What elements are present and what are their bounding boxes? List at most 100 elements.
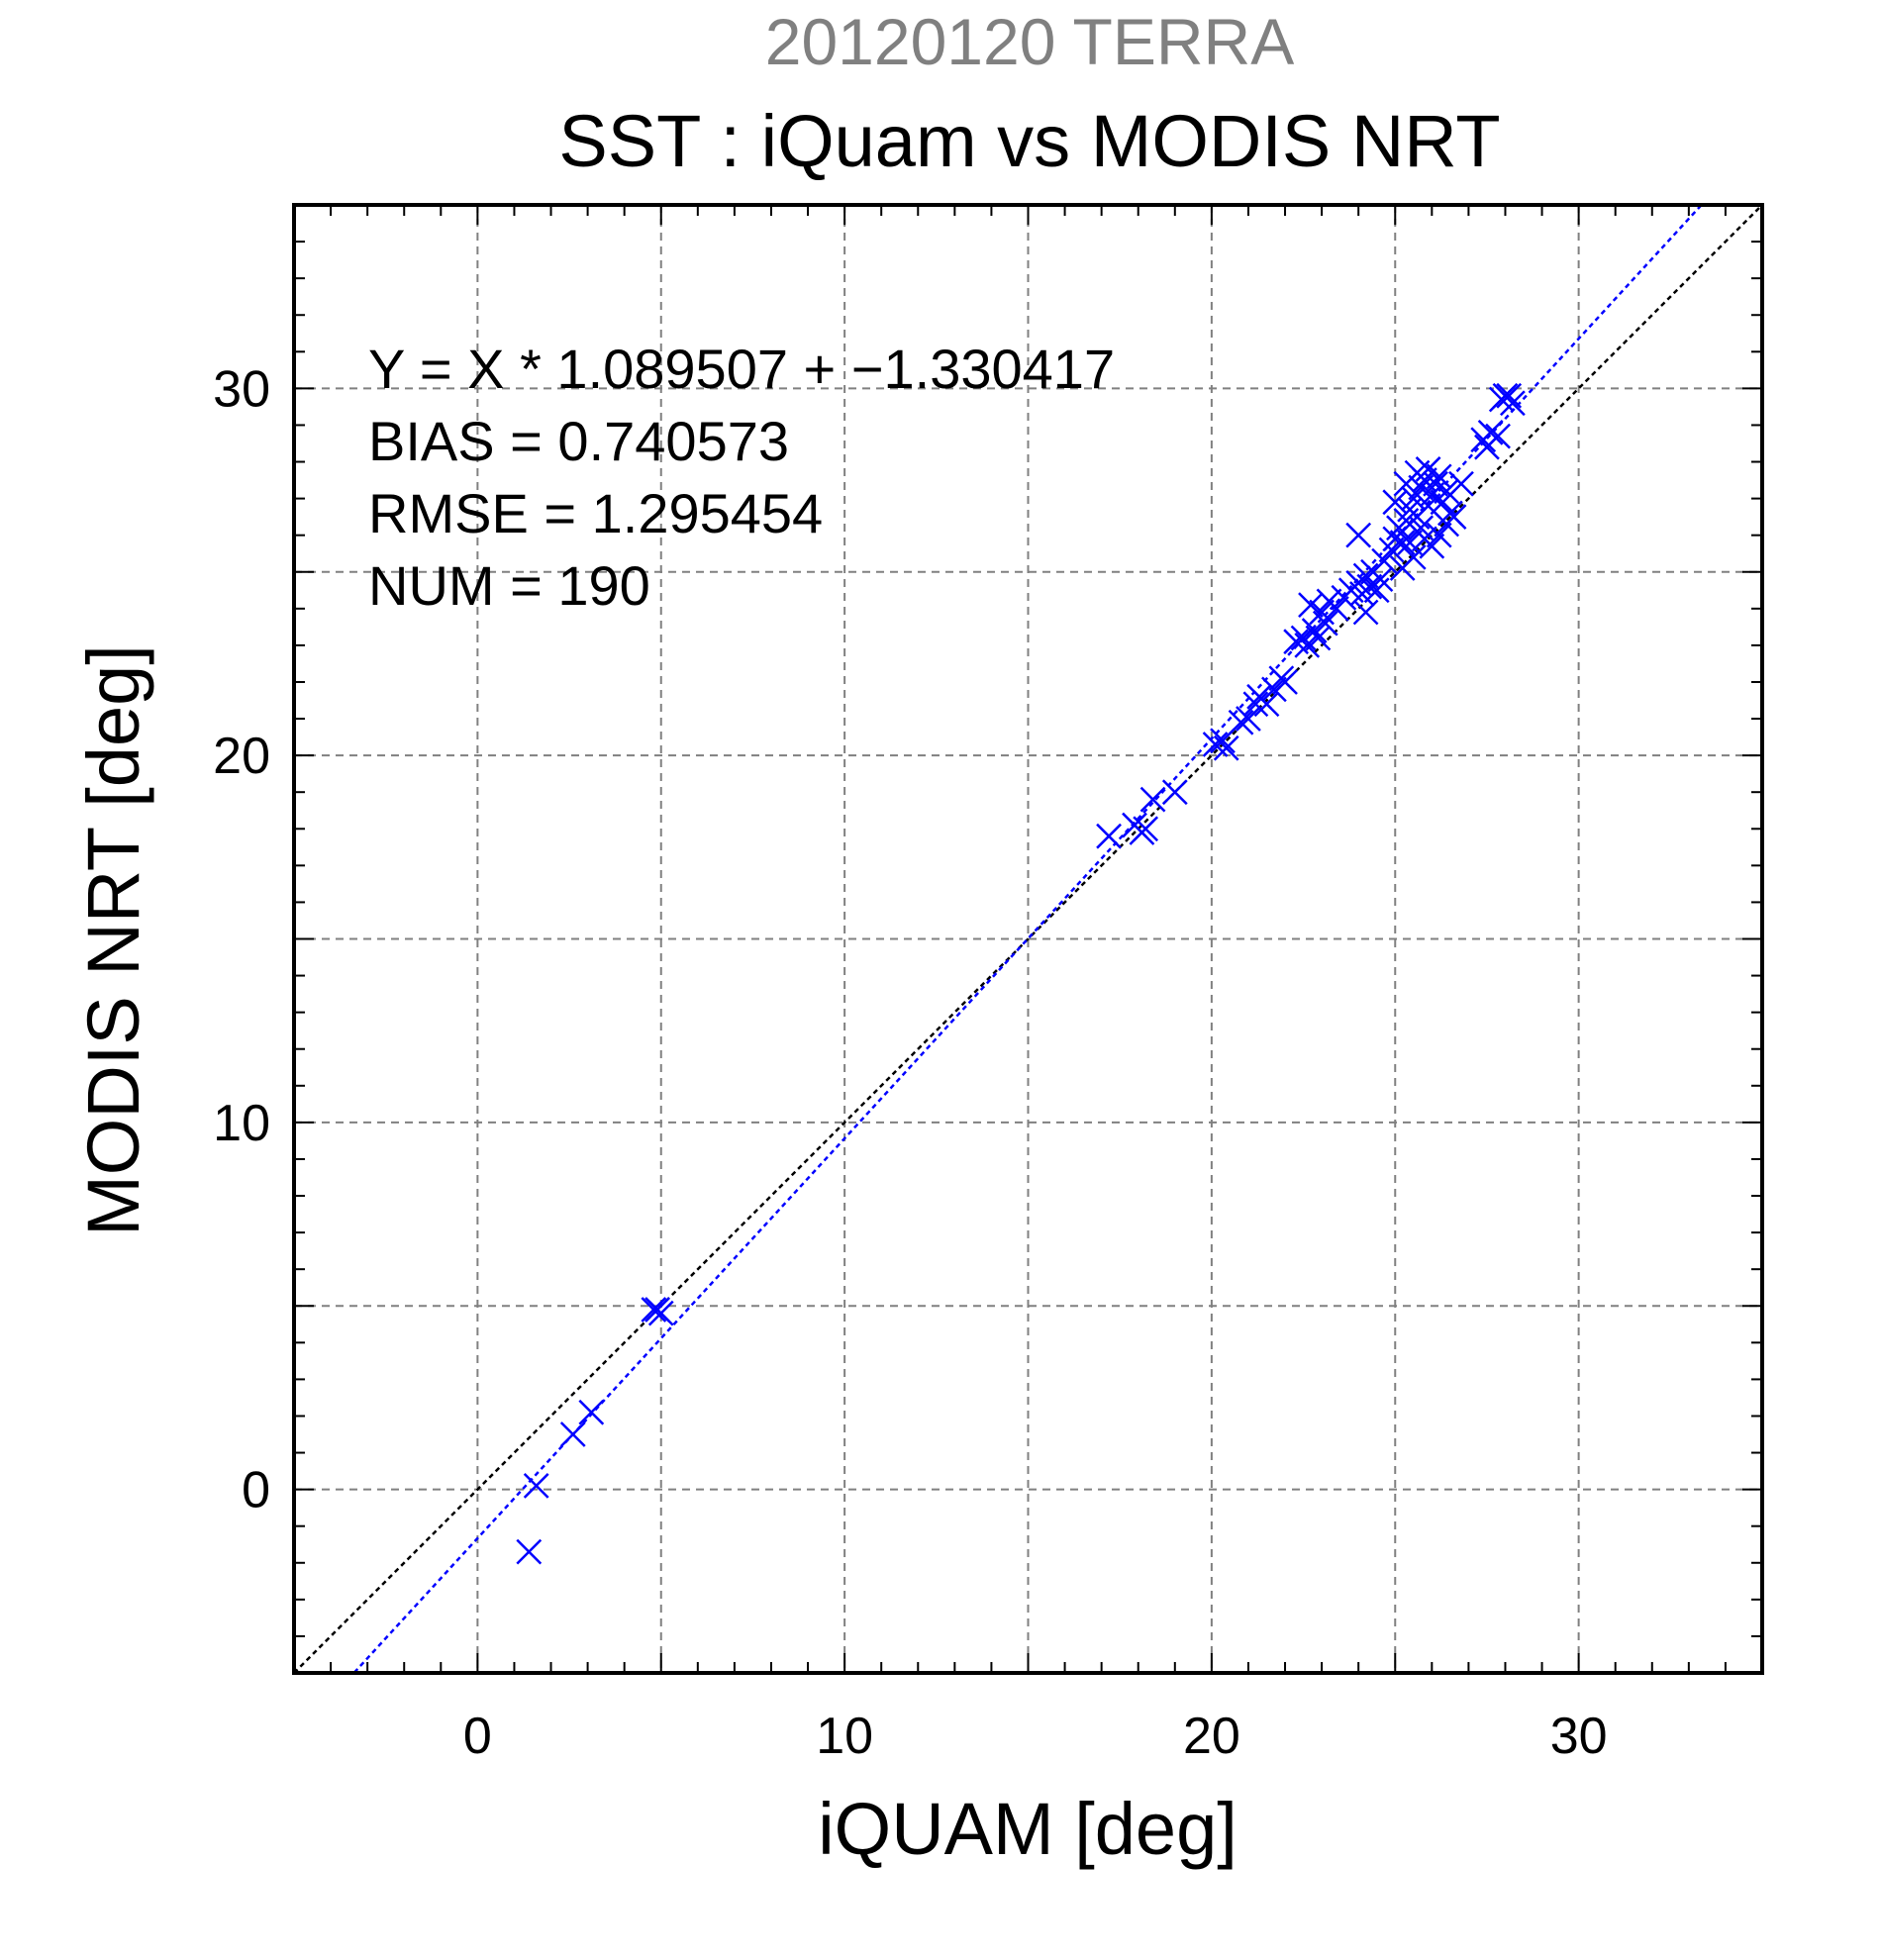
data-point-stroke [578,1399,605,1425]
stats-annotation: Y = X * 1.089507 + −1.330417 BIAS = 0.740… [368,338,1115,617]
data-point-stroke [1363,577,1390,604]
x-tick-label: 10 [816,1708,873,1765]
x-tick-labels: 0 10 20 30 [463,1708,1608,1765]
stats-line: NUM = 190 [368,554,650,617]
data-point [1496,382,1523,409]
data-point-stroke [647,1300,674,1326]
data-point-stroke [1415,456,1441,482]
data-point-stroke [1228,709,1254,735]
data-point-stroke [1096,823,1122,849]
data-point [1400,544,1427,570]
data-point [1389,530,1416,555]
data-point-stroke [1253,691,1280,718]
data-point [1485,423,1511,449]
data-point-stroke [1397,530,1423,555]
x-tick-label: 30 [1550,1708,1608,1765]
identity-line [294,205,1762,1673]
data-point-stroke [1448,470,1474,497]
data-point-stroke [1426,463,1452,490]
stats-line: RMSE = 1.295454 [368,482,823,544]
data-point-stroke [1477,419,1504,445]
x-axis-label: iQUAM [deg] [818,1788,1238,1870]
data-point [1352,599,1379,626]
data-point [1312,610,1338,637]
data-point [1397,530,1423,555]
data-point-stroke [1389,530,1416,555]
data-point-stroke [1202,732,1229,757]
data-point-stroke [1272,669,1298,695]
data-point [1423,470,1448,497]
y-tick-label: 20 [213,728,270,785]
data-point-stroke [1400,544,1427,570]
data-point [1419,533,1445,559]
data-point-stroke [559,1421,586,1447]
y-axis-label: MODIS NRT [deg] [72,644,154,1236]
data-point [1236,706,1261,732]
data-point [1139,786,1166,813]
data-point [516,1538,543,1565]
plot-frame [292,203,1764,1675]
data-point-stroke [1242,691,1269,718]
data-point-stroke [1393,470,1420,497]
stats-line: Y = X * 1.089507 + −1.330417 [368,338,1115,400]
data-point-stroke [1133,816,1159,842]
data-point-stroke [1236,706,1261,732]
data-point [1228,709,1254,735]
data-point-stroke [1426,522,1452,548]
data-point [1363,577,1390,604]
data-point [1133,816,1159,842]
data-point [1305,625,1332,651]
x-tick-label: 0 [463,1708,492,1765]
data-point [1408,515,1435,541]
data-point-stroke [1139,786,1166,813]
x-tick-label: 20 [1183,1708,1240,1765]
data-point-stroke [1261,676,1287,703]
data-point [1161,779,1188,806]
data-point [1415,456,1441,482]
data-point-stroke [1294,633,1321,658]
data-point-stroke [1298,592,1324,619]
chart-title: SST : iQuam vs MODIS NRT [558,100,1500,182]
data-point-stroke [1485,423,1511,449]
data-point [1261,676,1287,703]
data-point [647,1300,674,1326]
data-point [1301,618,1328,643]
data-point-stroke [1423,470,1448,497]
data-point-stroke [1312,610,1338,637]
data-point [1408,474,1435,501]
data-point-stroke [516,1538,543,1565]
data-point [1436,500,1463,527]
data-point [1500,390,1526,417]
data-point-stroke [1352,599,1379,626]
data-point [1477,419,1504,445]
data-point [1434,478,1460,505]
data-point [1382,489,1409,516]
data-point [1426,463,1452,490]
data-point-stroke [1309,599,1335,626]
data-point [641,1297,667,1323]
data-point-stroke [1382,489,1409,516]
data-point [1393,470,1420,497]
data-point-stroke [1419,533,1445,559]
data-point-stroke [1496,382,1523,409]
y-tick-label: 30 [213,360,270,418]
stats-line: BIAS = 0.740573 [368,410,789,472]
data-point-stroke [1283,629,1310,655]
data-point-stroke [1408,474,1435,501]
data-point [1253,691,1280,718]
data-point-stroke [1436,500,1463,527]
data-point [1294,633,1321,658]
data-point-stroke [1324,595,1349,622]
data-point [1213,735,1239,761]
data-point-stroke [1161,779,1188,806]
data-point [578,1399,605,1425]
chart-supertitle: 20120120 TERRA [765,5,1294,78]
data-point [1448,470,1474,497]
data-point-stroke [1301,618,1328,643]
y-tick-label: 10 [213,1095,270,1152]
data-point [1426,522,1452,548]
data-point-stroke [1500,390,1526,417]
y-tick-label: 0 [242,1462,270,1519]
data-point-stroke [1305,625,1332,651]
